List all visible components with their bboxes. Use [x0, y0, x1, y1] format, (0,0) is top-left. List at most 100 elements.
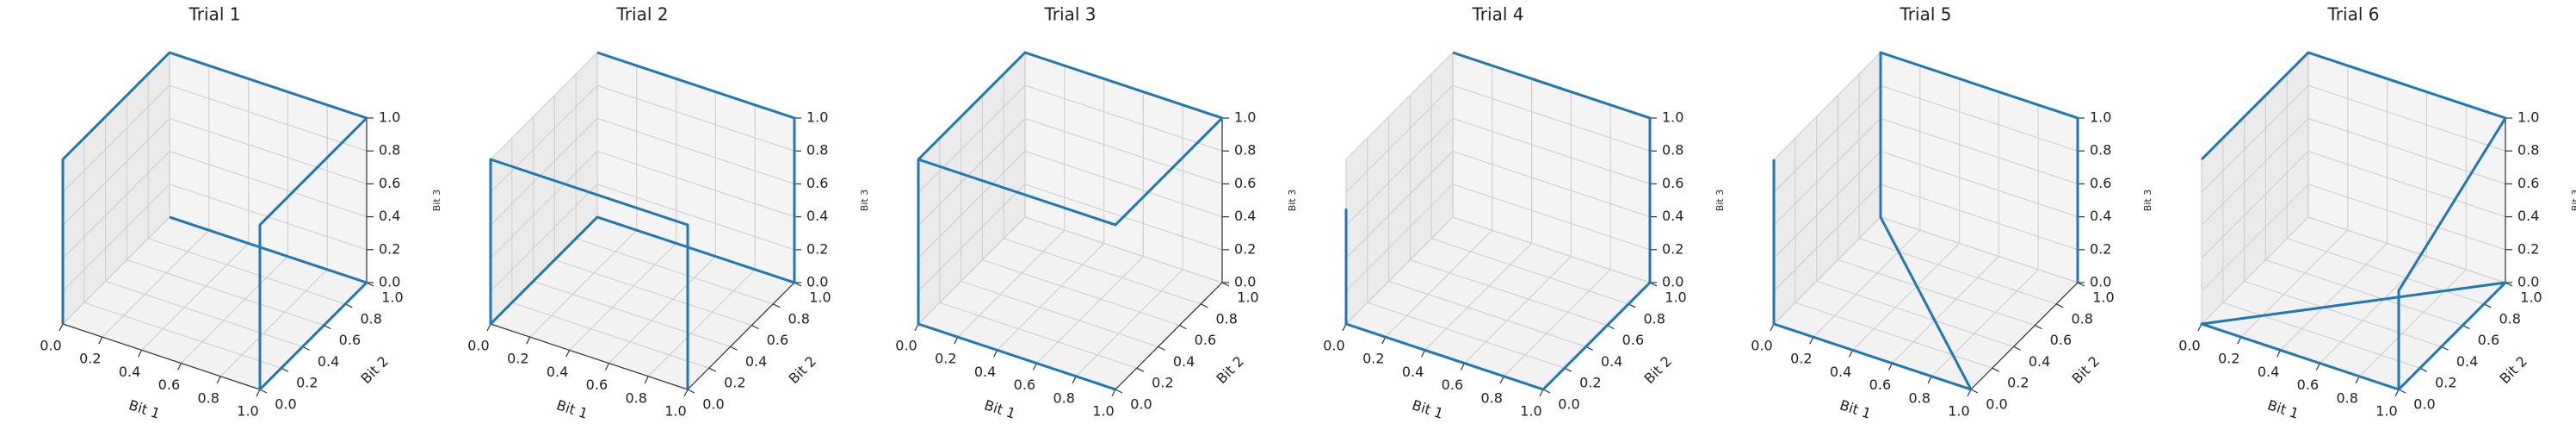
y-axis-label: Bit 2	[786, 353, 820, 388]
x-tick-label: 0.2	[507, 351, 528, 367]
tick-mark	[644, 376, 649, 384]
z-tick-label: 0.2	[1234, 240, 1256, 257]
subplot: 0.00.20.40.60.81.0 0.00.20.40.60.81.00.00…	[1751, 4, 2153, 422]
trajectory-line	[1772, 51, 2079, 391]
x-tick-label: 0.4	[1830, 364, 1851, 380]
tick-mark	[1115, 389, 1123, 394]
z-tick-label: 0.4	[2090, 208, 2111, 224]
grid-line	[596, 151, 795, 218]
x-tick-label: 1.0	[1948, 403, 1969, 420]
grid-line	[2244, 280, 2442, 347]
grid-line	[569, 242, 677, 351]
z-tick-label: 1.0	[379, 109, 400, 126]
grid-line	[141, 242, 250, 351]
grid-line	[62, 184, 170, 292]
x-tick-label: 0.0	[1323, 338, 1344, 354]
z-tick-label: 1.0	[806, 109, 828, 126]
z-tick-label: 1.0	[2517, 109, 2539, 126]
grid-line	[997, 242, 1105, 351]
trajectory-line	[489, 51, 796, 389]
pane-left	[918, 53, 1025, 324]
grid-line	[1452, 216, 1651, 283]
pane-floor	[63, 217, 367, 389]
x-tick-label: 0.2	[79, 351, 101, 367]
z-tick-label: 0.0	[806, 274, 828, 290]
y-tick-label: 0.2	[2435, 375, 2456, 391]
grid-line	[2201, 151, 2309, 259]
grid-line	[2201, 184, 2309, 292]
y-tick-label: 1.0	[809, 289, 831, 306]
subplot: 0.00.20.40.60.81.0 0.00.20.40.60.81.00.00…	[2178, 4, 2576, 422]
z-tick-label: 0.6	[379, 175, 400, 191]
grid-line	[1035, 256, 1144, 364]
grid-line	[62, 84, 170, 193]
z-tick-label: 1.0	[1662, 109, 1683, 126]
grid-line	[1345, 84, 1454, 193]
tick-mark	[216, 376, 221, 384]
tick-mark	[565, 350, 571, 358]
z-tick-label: 0.8	[2090, 142, 2111, 159]
chart-title: Trial 6	[2327, 4, 2380, 25]
x-tick-label: 0.4	[974, 364, 996, 380]
grid-line	[917, 84, 1026, 193]
y-tick-label: 0.0	[1986, 396, 2007, 413]
y-tick-label: 0.2	[1152, 375, 1173, 391]
x-tick-label: 1.0	[237, 403, 258, 420]
z-tick-label: 0.6	[1234, 175, 1256, 191]
grid-line	[490, 184, 598, 292]
grid-line	[533, 280, 731, 347]
grid-line	[1880, 117, 2079, 184]
x-tick-label: 1.0	[664, 403, 686, 420]
grid-line	[2240, 229, 2349, 338]
x-tick-label: 0.8	[625, 389, 646, 406]
z-tick-label: 0.2	[1662, 240, 1683, 257]
z-tick-label: 0.2	[806, 240, 828, 257]
chart-title: Trial 5	[1900, 4, 1952, 25]
y-tick-label: 1.0	[1237, 289, 1258, 306]
axis-line	[62, 323, 261, 390]
grid-line	[1452, 117, 1651, 184]
tick-mark	[1136, 367, 1145, 372]
grid-line	[1773, 117, 1881, 226]
grid-line	[105, 280, 303, 347]
grid-line	[1773, 52, 1881, 160]
axis-line	[490, 323, 689, 390]
y-tick-label: 0.0	[2413, 396, 2435, 413]
grid-line	[2307, 151, 2506, 218]
grid-line	[529, 229, 638, 338]
x-tick-label: 0.0	[2178, 338, 2200, 354]
z-tick-label: 0.4	[1234, 208, 1256, 224]
pane-back	[2308, 53, 2505, 283]
y-tick-label: 0.0	[702, 396, 724, 413]
z-tick-label: 0.8	[806, 142, 828, 159]
grid-line	[180, 256, 288, 364]
pane-back	[170, 53, 367, 283]
x-tick-label: 0.2	[1790, 351, 1812, 367]
x-tick-label: 0.0	[895, 338, 917, 354]
tick-mark	[1992, 367, 2000, 372]
grid-line	[2201, 117, 2309, 226]
trajectory-line	[1344, 51, 1652, 391]
y-tick-label: 0.0	[275, 396, 296, 413]
grid-line	[1452, 184, 1651, 251]
tick-mark	[2035, 325, 2042, 330]
z-tick-label: 0.8	[1234, 142, 1256, 159]
pane-left	[63, 53, 170, 324]
grid-line	[2222, 302, 2420, 369]
z-tick-label: 0.4	[1662, 208, 1683, 224]
x-tick-label: 0.6	[1442, 377, 1463, 393]
grid-line	[1004, 238, 1202, 305]
grid-line	[1431, 238, 1629, 305]
x-tick-label: 1.0	[2375, 403, 2397, 420]
z-tick-label: 0.6	[806, 175, 828, 191]
grid-line	[1345, 52, 1454, 160]
grid-line	[1024, 84, 1223, 152]
tick-mark	[1179, 325, 1187, 330]
pane-back	[1453, 53, 1650, 283]
y-tick-label: 0.4	[318, 353, 339, 370]
x-axis-label: Bit 1	[1410, 396, 1445, 421]
grid-line	[490, 52, 598, 160]
grid-line	[169, 117, 368, 184]
grid-line	[127, 259, 324, 327]
